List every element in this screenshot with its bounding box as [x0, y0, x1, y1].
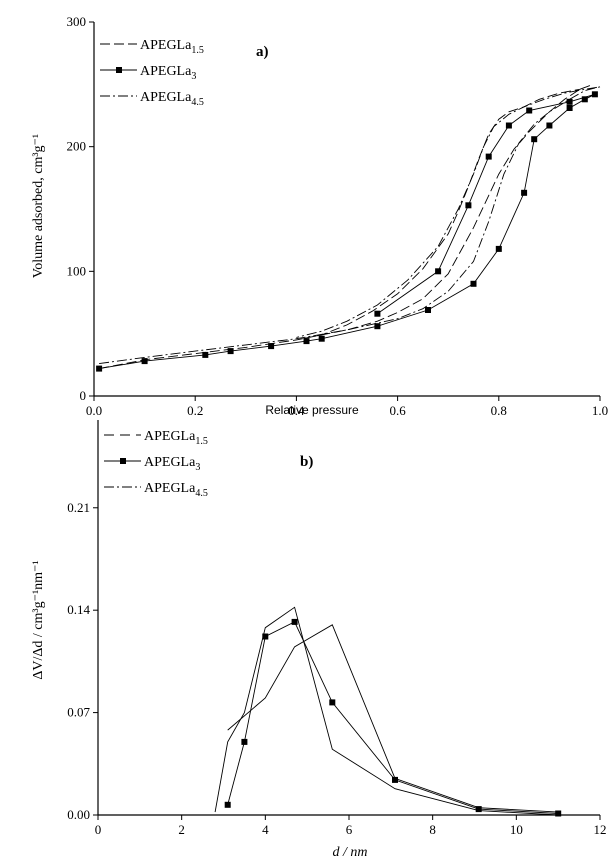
data-point-apegla3 [531, 136, 538, 143]
panel-b-series [214, 606, 562, 817]
series-line-apegla3 [99, 93, 596, 370]
data-point-apegla3 [521, 189, 528, 196]
x-tick-label: 0.4 [288, 403, 305, 418]
series-line-apegla4-5 [99, 86, 601, 365]
y-tick-label: 300 [67, 14, 87, 29]
panel-b-x-ticks: 0 2 4 6 8 10 12 [95, 815, 607, 837]
data-point-apegla3 [241, 738, 248, 745]
data-point-apegla3 [96, 365, 103, 372]
data-point-apegla3 [526, 107, 533, 114]
panel-b-legend: APEGLa1.5 APEGLa3 APEGLa4.5 [104, 429, 208, 499]
panel-b-label: b) [300, 454, 313, 470]
y-tick-label: 0.07 [67, 705, 90, 720]
panel-b-pore-size-distribution: 0 2 4 6 8 10 12 0.00 0.07 0.14 0.21 d / nm ΔV/Δd … [31, 420, 607, 860]
data-point-apegla3 [291, 618, 298, 625]
panel-b-x-axis-title: d / nm [333, 845, 368, 860]
x-tick-label: 0.2 [187, 403, 203, 418]
data-point-apegla3 [546, 122, 553, 129]
y-tick-label: 0.00 [67, 807, 90, 822]
data-point-apegla3 [465, 202, 472, 209]
data-point-apegla3 [555, 810, 562, 817]
data-point-apegla3 [566, 98, 573, 105]
x-tick-label: 8 [429, 822, 436, 837]
data-point-apegla3 [268, 343, 275, 350]
data-point-apegla3 [374, 323, 381, 330]
x-tick-label: 12 [594, 822, 607, 837]
data-point-apegla3 [435, 268, 442, 275]
panel-a-series [96, 85, 601, 372]
legend-label-apegla-3: APEGLa3 [140, 64, 196, 82]
x-tick-label: 0.8 [491, 403, 507, 418]
panel-a-legend: APEGLa1.5 APEGLa3 APEGLa4.5 [100, 38, 204, 108]
x-tick-label: 0.0 [86, 403, 102, 418]
x-tick-label: 2 [178, 822, 185, 837]
series-line-apegla4-5 [214, 606, 559, 816]
y-tick-label: 0.21 [67, 500, 90, 515]
y-tick-label: 0.14 [67, 602, 90, 617]
legend-label-apegla-4-5: APEGLa4.5 [144, 481, 208, 499]
x-tick-label: 1.0 [592, 403, 608, 418]
legend-label-apegla-3: APEGLa3 [144, 455, 200, 473]
data-point-apegla3 [303, 338, 310, 345]
data-point-apegla3 [566, 105, 573, 111]
data-point-apegla3 [141, 358, 148, 365]
panel-a-isotherm: 0.0 0.2 0.4 0.6 0.8 1.0 0 100 200 300 Relative p… [31, 14, 608, 418]
series-line-apegla1-5 [99, 85, 591, 370]
y-tick-label: 100 [67, 263, 87, 278]
data-point-apegla3 [224, 801, 231, 808]
data-point-apegla3 [425, 307, 431, 313]
panel-a-x-axis-title: Relative pressure [265, 403, 359, 417]
data-point-apegla3 [202, 351, 209, 358]
data-point-apegla3 [470, 280, 477, 287]
x-tick-label: 4 [262, 822, 269, 837]
data-point-apegla3 [329, 699, 336, 706]
data-point-apegla3 [581, 96, 588, 103]
x-tick-label: 6 [346, 822, 353, 837]
data-point-apegla3 [505, 122, 512, 129]
legend-label-apegla-1-5: APEGLa1.5 [140, 38, 204, 56]
x-tick-label: 10 [510, 822, 523, 837]
series-line-apegla3 [227, 621, 559, 814]
panel-a-y-axis-title: Volume adsorbed, cm³g⁻¹ [31, 134, 46, 278]
legend-marker-apegla-3 [120, 458, 126, 464]
data-point-apegla3 [392, 776, 398, 783]
data-point-apegla3 [318, 335, 325, 342]
data-point-apegla3 [485, 153, 492, 160]
data-point-apegla3 [495, 245, 502, 252]
legend-label-apegla-1-5: APEGLa1.5 [144, 429, 208, 447]
y-tick-label: 200 [67, 139, 87, 154]
data-point-apegla3 [374, 310, 381, 317]
panel-b-y-axis-title: ΔV/Δd / cm³g⁻¹nm⁻¹ [31, 560, 46, 679]
data-point-apegla3 [227, 348, 234, 355]
x-tick-label: 0 [95, 822, 102, 837]
panel-a-label: a) [256, 44, 269, 60]
panel-a-x-ticks: 0.0 0.2 0.4 0.6 0.8 1.0 [86, 396, 608, 418]
data-point-apegla3 [591, 91, 598, 98]
legend-marker-apegla-3 [116, 67, 122, 73]
x-tick-label: 0.6 [389, 403, 406, 418]
legend-label-apegla-4-5: APEGLa4.5 [140, 90, 204, 108]
data-point-apegla3 [262, 633, 269, 640]
data-point-apegla3 [475, 806, 482, 813]
panel-a-y-ticks: 0 100 200 300 [67, 14, 94, 403]
panel-b-y-ticks: 0.00 0.07 0.14 0.21 [67, 500, 98, 822]
y-tick-label: 0 [80, 388, 87, 403]
series-line-apegla1-5 [227, 624, 559, 813]
